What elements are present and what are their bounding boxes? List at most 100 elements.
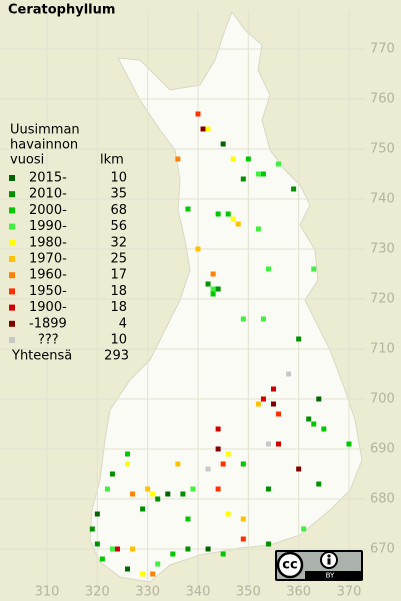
observation-square <box>205 466 211 472</box>
legend-swatch <box>9 288 15 295</box>
observation-square <box>104 486 110 492</box>
legend-count: 32 <box>110 235 127 250</box>
observation-square <box>220 461 226 467</box>
cc-icon: cc <box>282 558 297 573</box>
observation-square <box>255 226 261 232</box>
observation-square <box>140 506 146 512</box>
x-tick-label: 350 <box>236 585 261 600</box>
legend-count: 25 <box>110 252 127 267</box>
y-tick-label: 760 <box>370 92 395 107</box>
observation-square <box>245 156 251 162</box>
observation-square <box>150 491 156 497</box>
legend-count: 56 <box>110 219 127 234</box>
observation-square <box>265 266 271 272</box>
legend-label: 2010- <box>29 187 67 202</box>
observation-square <box>185 546 191 552</box>
by-label: BY <box>326 572 335 580</box>
observation-square <box>225 211 231 217</box>
observation-square <box>240 516 246 522</box>
observation-square <box>109 471 115 477</box>
observation-square <box>265 441 271 447</box>
observation-square <box>165 491 171 497</box>
observation-square <box>225 451 231 457</box>
y-tick-label: 670 <box>370 542 395 557</box>
observation-square <box>260 171 266 177</box>
observation-square <box>114 546 120 552</box>
legend-count: 10 <box>110 333 127 348</box>
observation-square <box>200 126 206 132</box>
observation-square <box>180 491 186 497</box>
observations <box>89 111 352 577</box>
legend-label: 1980- <box>29 235 67 250</box>
observation-square <box>210 286 216 292</box>
observation-square <box>255 171 261 177</box>
legend-count: 18 <box>110 284 127 299</box>
total-count: 293 <box>104 349 129 364</box>
observation-square <box>321 426 327 432</box>
observation-square <box>230 156 236 162</box>
observation-square <box>130 546 136 552</box>
x-tick-label: 360 <box>286 585 311 600</box>
legend-swatch <box>9 320 15 327</box>
legend-label: 1960- <box>29 268 67 283</box>
observation-square <box>215 211 221 217</box>
legend-count: 17 <box>110 268 127 283</box>
y-tick-label: 700 <box>370 392 395 407</box>
observation-square <box>150 571 156 577</box>
legend-swatch <box>9 223 15 230</box>
observation-square <box>260 316 266 322</box>
observation-square <box>240 461 246 467</box>
observation-square <box>94 541 100 547</box>
legend-swatch <box>9 304 15 311</box>
observation-square <box>240 176 246 182</box>
observation-square <box>296 466 302 472</box>
observation-square <box>125 451 131 457</box>
finland-outline <box>89 10 363 583</box>
observation-square <box>265 486 271 492</box>
observation-square <box>205 281 211 287</box>
legend-count: 10 <box>110 171 127 186</box>
observation-square <box>291 186 297 192</box>
observation-square <box>205 546 211 552</box>
observation-square <box>215 486 221 492</box>
legend-label: 2015- <box>29 171 67 186</box>
observation-square <box>220 141 226 147</box>
observation-square <box>286 371 292 377</box>
legend-label: 1900- <box>29 300 67 315</box>
legend-swatch <box>9 239 15 246</box>
observation-square <box>94 511 100 517</box>
legend-swatch <box>9 175 15 181</box>
observation-square <box>125 461 131 467</box>
legend-count: 18 <box>110 300 127 315</box>
observation-square <box>215 426 221 432</box>
observation-square <box>190 486 196 492</box>
observation-square <box>155 561 161 567</box>
observation-square <box>311 266 317 272</box>
x-tick-label: 320 <box>85 585 110 600</box>
legend-swatch <box>9 256 15 262</box>
observation-square <box>185 206 191 212</box>
y-tick-label: 730 <box>370 242 395 257</box>
legend-heading: vuosi <box>10 153 44 168</box>
legend-heading: Uusimman <box>10 123 80 138</box>
observation-square <box>265 541 271 547</box>
legend-label: 1990- <box>29 219 67 234</box>
y-tick-label: 750 <box>370 142 395 157</box>
legend-label: 1970- <box>29 252 67 267</box>
y-tick-label: 710 <box>370 342 395 357</box>
observation-square <box>210 291 216 297</box>
legend-count-heading: lkm <box>100 153 124 168</box>
x-tick-label: 310 <box>35 585 60 600</box>
observation-square <box>220 551 226 557</box>
legend-swatch <box>9 337 15 343</box>
observation-square <box>195 246 201 252</box>
observation-square <box>276 161 282 167</box>
observation-square <box>311 421 317 427</box>
observation-square <box>240 536 246 542</box>
observation-square <box>271 386 276 392</box>
observation-square <box>195 111 201 117</box>
observation-square <box>276 441 282 447</box>
observation-square <box>301 526 307 532</box>
